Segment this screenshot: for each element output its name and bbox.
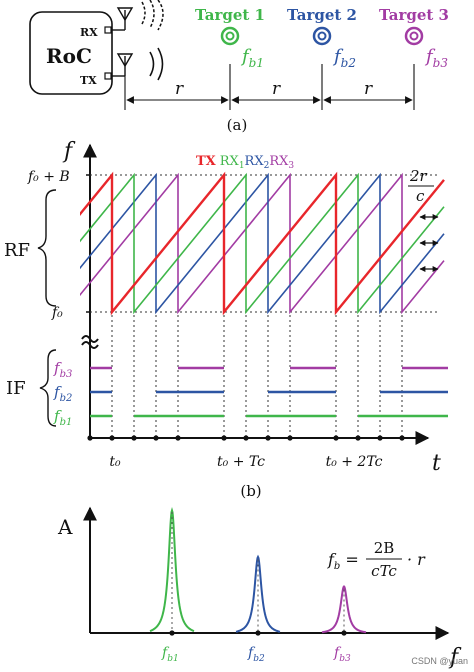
- if-label: IF: [6, 378, 26, 399]
- time-tick-dot-7: [265, 435, 271, 441]
- tx-port: [104, 72, 112, 80]
- time-tick-dot-1: [109, 435, 115, 441]
- rx-port-label: RX: [80, 26, 98, 39]
- formula-denominator: cTc: [371, 562, 397, 580]
- target-title-1: Target 1: [195, 6, 265, 24]
- amplitude-axis-label: A: [57, 515, 73, 539]
- legend-rx2: RX: [245, 154, 265, 169]
- time-tick-dot-8: [287, 435, 293, 441]
- if-label-b2: fb2: [53, 383, 72, 404]
- caption-a: (a): [227, 116, 248, 134]
- f-bottom-label: f₀: [51, 305, 63, 321]
- time-tick-dot-11: [377, 435, 383, 441]
- time-tick-dot-2: [131, 435, 137, 441]
- peak-label-2: fb2: [247, 645, 265, 664]
- target-3-core: [409, 31, 419, 41]
- received-wave-icon: [141, 0, 164, 31]
- rx1-chirp: [80, 172, 445, 315]
- peak-tick-1: [169, 630, 175, 636]
- rf-brace: [37, 189, 57, 307]
- caption-b: (b): [240, 482, 261, 500]
- time-tick-dot-3: [153, 435, 159, 441]
- rx2-chirp: [80, 172, 445, 315]
- time-tick-dot-12: [399, 435, 405, 441]
- distance-label-3: r: [364, 79, 373, 99]
- target-freq-2: fb2: [332, 46, 356, 70]
- axis-break-icon: [81, 335, 99, 349]
- peak-label-3: fb3: [333, 645, 351, 664]
- time-ticks: t₀ t₀ + Tc t₀ + 2Tc: [87, 435, 405, 470]
- peak-2: [235, 554, 281, 633]
- target-1-core: [225, 31, 235, 41]
- targets-group: Target 1 fb1 Target 2 fb2 Target 3 fb3: [195, 6, 449, 70]
- peak-3: [321, 584, 367, 634]
- rf-label: RF: [4, 240, 30, 261]
- time-tick-dot-4: [175, 435, 181, 441]
- peak-tick-2: [255, 630, 261, 636]
- peak-label-1: fb1: [161, 645, 179, 664]
- distance-label-2: r: [272, 79, 281, 99]
- delay-numerator: 2r: [409, 167, 428, 185]
- target-freq-3: fb3: [424, 46, 448, 70]
- formula-lhs: fb =: [327, 550, 359, 572]
- transmitted-wave-icon: [149, 47, 164, 81]
- target-title-3: Target 3: [379, 6, 449, 24]
- panel-c: A f fb1 fb2 fb3 fb = 2B cTc · r: [57, 506, 462, 670]
- peak-1: [149, 506, 195, 633]
- target-title-2: Target 2: [287, 6, 357, 24]
- rx3-chirp: [80, 172, 445, 315]
- target-2-core: [317, 31, 327, 41]
- legend-rx1: RX: [220, 154, 240, 169]
- if-level-labels: fb3 fb2 fb1: [53, 359, 72, 428]
- time-tick-dot-9: [333, 435, 339, 441]
- distance-label-1: r: [175, 79, 184, 99]
- target-1-icon: [220, 26, 240, 46]
- target-2-icon: [312, 26, 332, 46]
- formula-tail: · r: [407, 550, 426, 569]
- rf-chirps: [80, 171, 445, 316]
- spectrum-peaks: fb1 fb2 fb3: [149, 506, 367, 664]
- legend-tx: TX: [196, 154, 217, 169]
- rf-legend: TX RX1RX2RX3: [196, 154, 294, 171]
- if-brace: [39, 349, 57, 427]
- f-axis-label: f: [62, 139, 76, 164]
- legend-rx1-sub: 1: [239, 161, 245, 171]
- rx-antenna-icon: [111, 7, 134, 31]
- target-freq-1: fb1: [240, 46, 264, 70]
- time-tick-label-3: t₀ + 2Tc: [326, 454, 383, 470]
- time-tick-label-1: t₀: [109, 454, 121, 470]
- if-signals: [90, 366, 448, 418]
- formula-numerator: 2B: [374, 539, 395, 557]
- legend-rx3: RX: [269, 154, 289, 169]
- delay-arrows: [419, 214, 439, 272]
- time-tick-dot-5: [221, 435, 227, 441]
- if-label-b1: fb1: [53, 407, 72, 428]
- target-3-icon: [404, 26, 424, 46]
- roc-label: RoC: [46, 44, 92, 68]
- peak-tick-3: [341, 630, 347, 636]
- f-top-label: f₀ + B: [27, 169, 70, 185]
- time-tick-dot-0: [87, 435, 93, 441]
- delay-denominator: c: [416, 187, 425, 205]
- tx-antenna-icon: [111, 53, 134, 77]
- time-tick-label-2: t₀ + Tc: [217, 454, 265, 470]
- legend-rx2-sub: 2: [264, 161, 270, 171]
- tx-port-label: TX: [80, 74, 97, 87]
- rx-port: [104, 26, 112, 34]
- tx-chirp: [80, 171, 445, 316]
- if-label-b3: fb3: [53, 359, 72, 380]
- legend-rx3-sub: 3: [288, 161, 294, 171]
- watermark: CSDN @yuan: [411, 656, 468, 666]
- t-axis-label: t: [432, 451, 441, 476]
- distance-markers: [124, 64, 415, 110]
- time-tick-dot-6: [243, 435, 249, 441]
- time-tick-dot-10: [355, 435, 361, 441]
- roc-device: [29, 11, 113, 95]
